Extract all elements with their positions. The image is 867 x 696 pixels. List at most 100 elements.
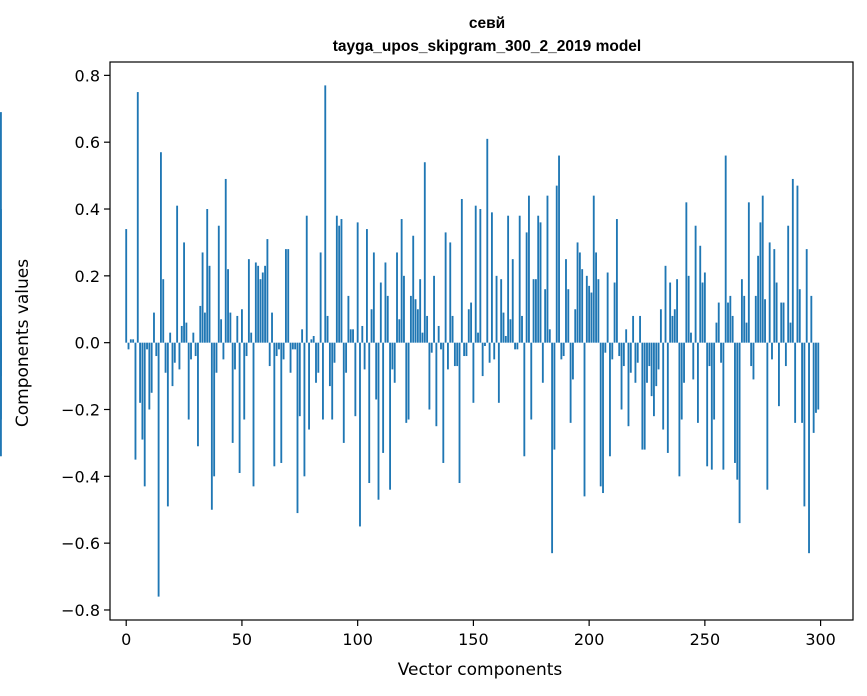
bar	[377, 342, 380, 500]
bar	[261, 272, 264, 343]
bar	[629, 342, 632, 373]
bar	[690, 332, 692, 343]
bar	[342, 342, 345, 443]
bar	[210, 342, 213, 510]
bar	[794, 342, 797, 423]
bar	[643, 342, 646, 450]
bar	[278, 342, 280, 350]
bar	[241, 309, 243, 343]
bar	[192, 332, 195, 343]
bar	[664, 265, 667, 343]
bar	[208, 265, 211, 343]
bar	[743, 295, 746, 343]
bar	[310, 339, 313, 343]
bar	[197, 342, 199, 447]
bar	[585, 275, 588, 343]
bar	[328, 342, 331, 387]
bar	[588, 285, 591, 343]
bar	[453, 342, 456, 367]
bar	[0, 209, 2, 343]
bar	[470, 302, 473, 343]
y-tick-label: 0.8	[75, 66, 100, 85]
bar	[703, 272, 706, 343]
bar	[451, 315, 454, 343]
bar	[331, 342, 334, 420]
bar	[352, 329, 354, 343]
bar	[745, 322, 748, 343]
bar	[625, 329, 628, 343]
bar	[493, 342, 496, 360]
bar	[356, 222, 359, 343]
bar	[414, 299, 417, 343]
y-tick-label: −0.4	[61, 467, 100, 486]
bar	[148, 342, 151, 410]
bar	[136, 92, 139, 343]
bar	[778, 342, 780, 407]
bar	[370, 309, 373, 343]
bar	[396, 252, 398, 343]
bar	[423, 162, 426, 343]
bar	[460, 198, 463, 343]
bar	[308, 342, 310, 430]
bar	[662, 342, 665, 430]
bar	[572, 342, 574, 380]
plot-frame	[109, 61, 854, 621]
y-tick-label: −0.2	[61, 400, 100, 419]
bar	[238, 342, 241, 473]
bar	[412, 235, 415, 343]
bar	[305, 215, 308, 343]
bar	[636, 342, 639, 363]
bar	[303, 342, 306, 477]
bar	[731, 315, 734, 343]
bar	[555, 185, 558, 343]
chart-title: севй	[469, 15, 505, 32]
bar	[567, 289, 570, 343]
bar	[317, 342, 320, 373]
bar	[687, 275, 690, 343]
bar	[782, 302, 785, 343]
bar	[736, 342, 739, 480]
bar	[294, 342, 297, 350]
bar	[153, 312, 155, 343]
x-axis: 0 50 100 150 200 250 300	[121, 620, 836, 649]
bar	[724, 155, 727, 343]
bar	[671, 315, 674, 343]
bar	[421, 332, 424, 343]
bar	[127, 342, 130, 350]
bar	[132, 339, 135, 343]
bar	[648, 342, 651, 367]
bar	[490, 212, 493, 343]
bar	[569, 342, 572, 423]
bar	[784, 342, 787, 367]
bar	[666, 342, 669, 453]
bar	[518, 215, 521, 343]
bar	[696, 342, 699, 423]
bar	[224, 178, 227, 343]
bar	[486, 138, 489, 343]
bar	[583, 342, 586, 497]
bar	[484, 342, 486, 347]
bar	[694, 225, 697, 343]
y-tick-label: 0.2	[75, 267, 100, 286]
bar	[259, 279, 262, 343]
x-tick-label: 250	[690, 630, 721, 649]
bar	[796, 185, 799, 343]
bar	[655, 342, 658, 387]
bar	[537, 215, 540, 343]
bar	[324, 85, 327, 343]
bar	[222, 342, 225, 360]
bar	[280, 342, 283, 463]
bar	[534, 279, 537, 343]
bar	[405, 342, 408, 423]
bar	[220, 319, 223, 343]
bar	[366, 229, 368, 343]
bar	[345, 342, 348, 373]
bar	[771, 342, 773, 360]
bar	[386, 295, 389, 343]
bar	[379, 282, 382, 343]
bar	[722, 342, 725, 470]
bar	[190, 342, 192, 360]
bar	[403, 275, 405, 343]
bar	[458, 342, 461, 484]
